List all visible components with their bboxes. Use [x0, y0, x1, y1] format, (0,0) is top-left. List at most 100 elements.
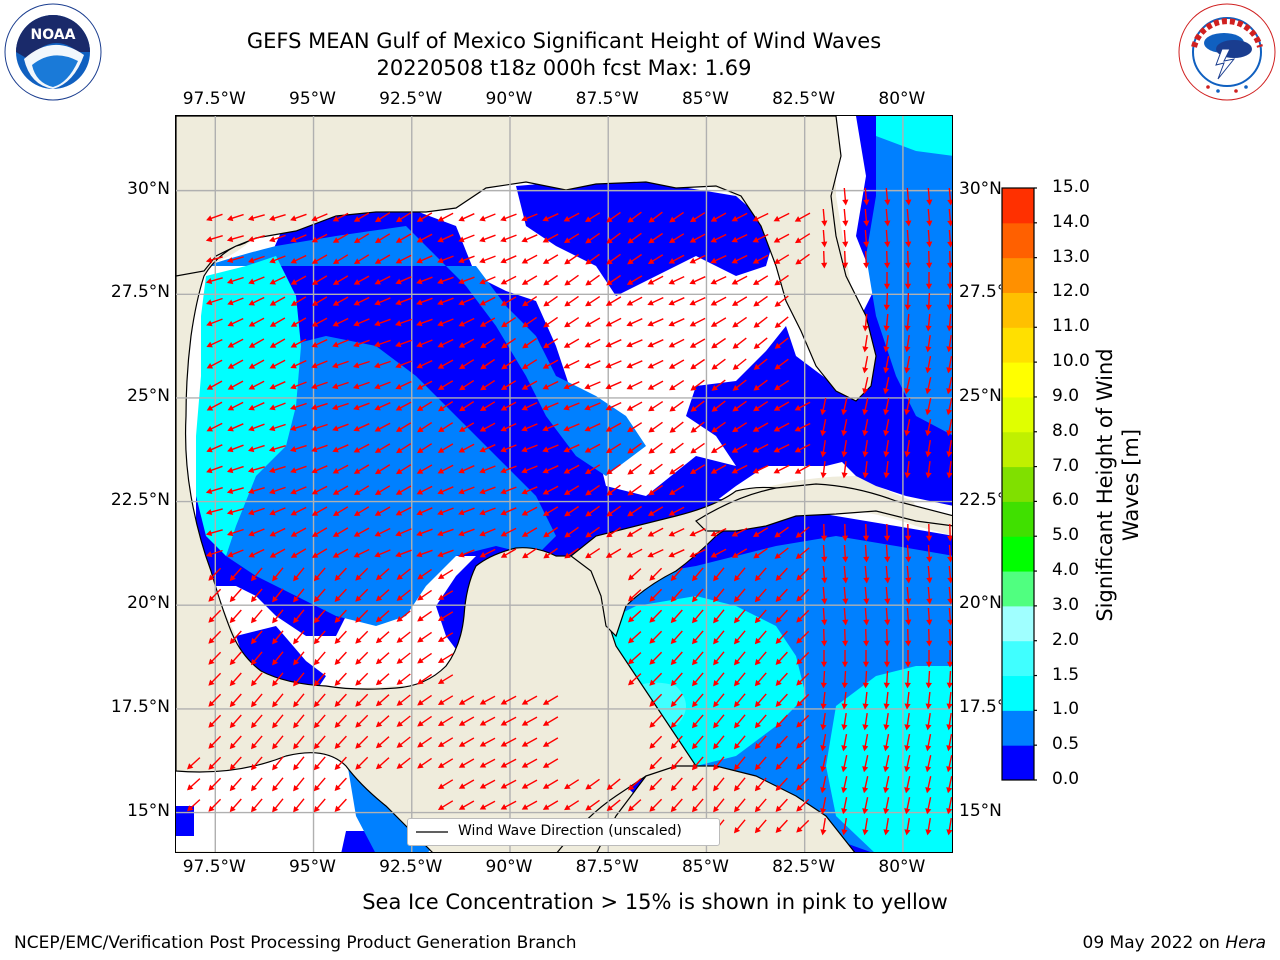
wave-arrow-head: [669, 447, 676, 454]
wave-arrow-head: [458, 236, 465, 243]
wave-arrow-head: [437, 551, 444, 558]
wave-arrow-head: [311, 215, 318, 222]
wave-arrow-head: [754, 826, 761, 834]
wave-arrow-head: [883, 829, 890, 836]
wave-arrow-head: [479, 488, 486, 495]
wave-arrow-head: [713, 785, 720, 792]
wave-arrow-head: [416, 341, 423, 348]
wave-arrow-head: [752, 258, 760, 264]
wave-arrow-head: [227, 278, 234, 285]
wave-arrow-head: [542, 699, 550, 705]
wave-arrow-head: [711, 405, 718, 412]
wave-arrow-head: [733, 575, 741, 582]
wave-arrow-head: [732, 384, 739, 391]
wave-arrow-head: [626, 552, 634, 558]
wave-arrow-head: [820, 829, 827, 836]
wave-arrow-head: [375, 616, 383, 623]
wave-arrow-head: [293, 575, 300, 582]
wave-arrow-head: [670, 763, 677, 771]
wave-arrow-head: [311, 383, 318, 390]
wave-arrow-head: [248, 257, 255, 264]
wave-arrow-head: [753, 343, 760, 350]
wave-arrow-head: [904, 787, 911, 794]
wave-arrow-head: [416, 257, 423, 264]
wave-arrow-head: [542, 804, 550, 810]
noaa-logo: NOAA: [4, 3, 102, 101]
wave-arrow-head: [731, 257, 738, 264]
wave-arrow-head: [947, 199, 952, 206]
wave-arrow-head: [883, 682, 890, 689]
colorbar-tick-label: 0.0: [1052, 769, 1080, 789]
wave-arrow-head: [542, 741, 550, 747]
wave-arrow-head: [775, 721, 782, 728]
wave-arrow-head: [584, 425, 591, 432]
wave-arrow-head: [208, 574, 215, 581]
colorbar-tick-label: 0.5: [1052, 734, 1080, 755]
wave-arrow-head: [396, 720, 403, 727]
wave-arrow-head: [500, 530, 508, 537]
colorbar-tick-label: 13.0: [1052, 246, 1090, 267]
wave-arrow-head: [862, 472, 869, 479]
colorbar-segment: [1002, 466, 1034, 502]
wave-arrow-head: [332, 279, 340, 285]
wave-arrow-head: [395, 509, 403, 516]
wave-arrow-head: [438, 426, 445, 433]
colorbar-segment: [1002, 188, 1034, 224]
wave-arrow-head: [862, 766, 869, 773]
wave-arrow-head: [668, 258, 676, 264]
wave-arrow-head: [206, 320, 213, 327]
wave-arrow-head: [754, 658, 761, 666]
wave-arrow-head: [334, 658, 341, 665]
wave-arrow-head: [946, 430, 952, 437]
colorbar-segment: [1002, 431, 1034, 468]
wave-arrow-head: [229, 679, 236, 687]
wave-arrow-head: [775, 574, 782, 581]
colorbar-segment: [1002, 292, 1034, 328]
colorbar-segment: [1002, 327, 1034, 363]
wave-arrow-head: [628, 637, 635, 644]
colorbar-segment: [1002, 710, 1034, 746]
wave-arrow-head: [417, 594, 424, 601]
wave-arrow-head: [669, 405, 676, 412]
wave-arrow-head: [647, 551, 654, 558]
wave-arrow-head: [668, 299, 675, 306]
wave-arrow-head: [353, 341, 360, 348]
wave-arrow-head: [605, 300, 613, 306]
wave-arrow-head: [691, 721, 698, 729]
wave-arrow-head: [710, 216, 718, 222]
wave-arrow-head: [272, 680, 279, 687]
wave-arrow-head: [332, 467, 340, 474]
wave-arrow-head: [269, 383, 276, 390]
wave-arrow-head: [311, 531, 319, 537]
wave-arrow-head: [227, 320, 234, 327]
wave-arrow-head: [248, 509, 255, 516]
wave-arrow-head: [417, 720, 424, 727]
wave-arrow-head: [250, 658, 257, 666]
wave-arrow-head: [479, 551, 486, 558]
wave-arrow-head: [374, 551, 381, 558]
wave-arrow-head: [753, 405, 760, 412]
wave-arrow-head: [946, 787, 952, 794]
wave-arrow-head: [754, 805, 761, 813]
wave-arrow-head: [905, 619, 912, 626]
wave-arrow-head: [374, 489, 382, 495]
wave-arrow-head: [395, 341, 402, 348]
wave-arrow-head: [334, 595, 341, 602]
wave-arrow-head: [774, 322, 782, 329]
wave-arrow-head: [563, 489, 571, 495]
wave-arrow-head: [841, 787, 848, 794]
wave-direction-arrows: [187, 187, 952, 836]
wave-arrow-head: [290, 467, 297, 474]
wave-arrow-head: [248, 384, 256, 390]
wave-arrow-head: [841, 808, 848, 815]
wave-arrow-head: [774, 363, 781, 370]
wave-arrow-head: [670, 595, 677, 603]
wave-arrow-head: [227, 425, 234, 432]
wave-arrow-head: [374, 510, 382, 516]
wave-arrow-head: [862, 661, 870, 668]
wave-arrow-head: [842, 619, 849, 626]
wave-arrow-head: [753, 552, 760, 559]
wave-arrow-head: [229, 805, 236, 813]
wave-arrow-head: [689, 551, 696, 558]
wave-arrow-head: [479, 215, 486, 222]
